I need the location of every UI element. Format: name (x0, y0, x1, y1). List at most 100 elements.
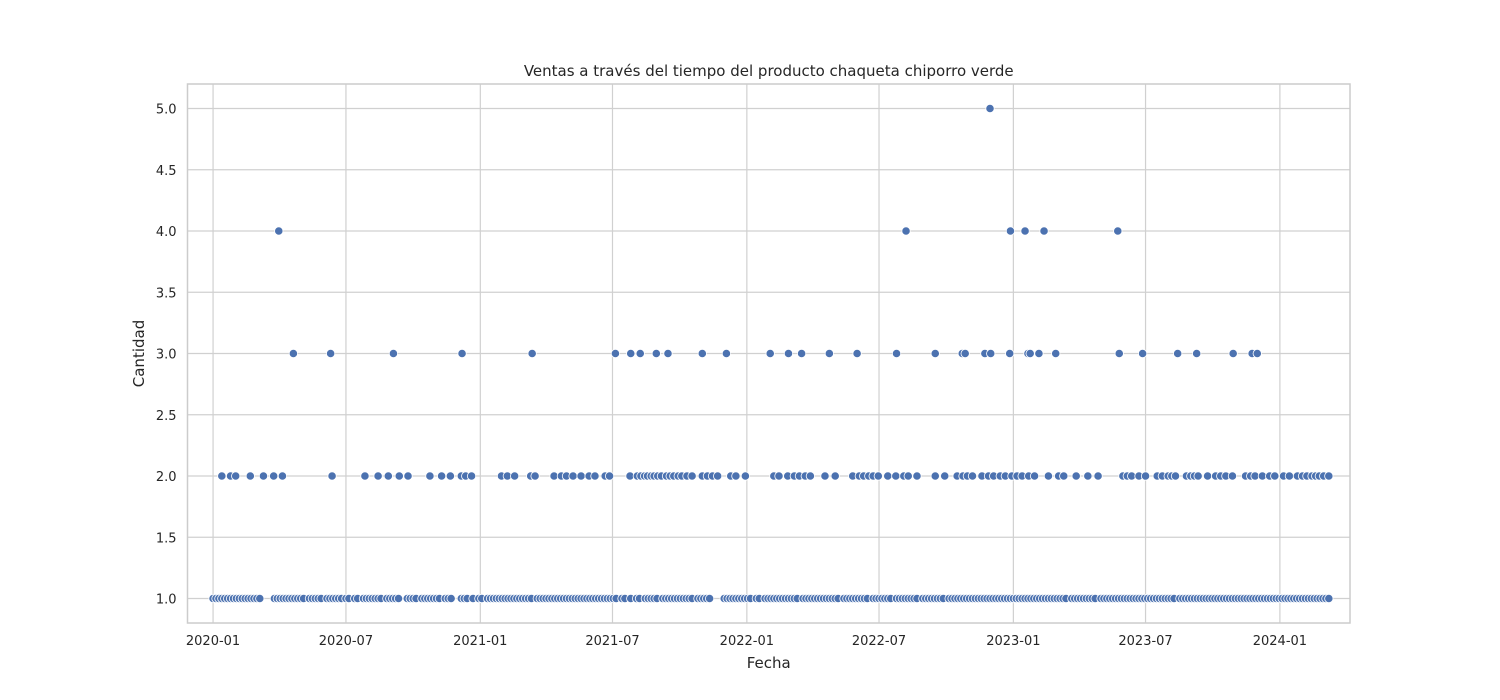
data-point (891, 348, 902, 359)
data-point (1173, 348, 1183, 359)
y-tick-label: 4.5 (156, 164, 177, 179)
data-point (393, 593, 404, 604)
data-point (610, 348, 621, 359)
x-tick-label: 2022-07 (852, 634, 906, 649)
data-point (1034, 348, 1044, 359)
data-point (1170, 471, 1181, 481)
data-point (1324, 471, 1334, 481)
data-point (576, 471, 586, 481)
y-tick-label: 2.5 (156, 409, 177, 424)
x-tick-label: 2022-01 (720, 634, 774, 649)
data-point (930, 471, 940, 481)
data-point (626, 348, 636, 359)
data-point (457, 348, 467, 359)
data-point (373, 471, 383, 481)
data-point (1228, 348, 1238, 359)
data-point (510, 471, 520, 481)
data-point (960, 348, 970, 359)
y-tick-label: 4.0 (156, 225, 177, 240)
data-point (1324, 593, 1334, 604)
data-point (940, 471, 950, 481)
x-axis-ticks: 2020-01 2020-07 2021-01 2021-07 2022-01 2022-… (186, 634, 1307, 649)
data-point (873, 471, 883, 481)
data-point (797, 348, 807, 359)
y-axis-label: Cantidad (130, 320, 148, 387)
data-point (360, 471, 370, 481)
plot-frame (186, 83, 1351, 624)
data-point (1138, 348, 1148, 359)
y-tick-label: 3.0 (156, 348, 177, 363)
data-point (1083, 471, 1093, 481)
y-tick-label: 5.0 (156, 103, 177, 118)
data-point (1203, 471, 1213, 481)
data-point (713, 471, 723, 481)
data-point (530, 471, 540, 481)
data-point (765, 348, 775, 359)
y-tick-label: 1.5 (156, 531, 177, 546)
data-point (1043, 471, 1054, 481)
y-tick-label: 2.0 (156, 470, 177, 485)
data-point (383, 471, 393, 481)
data-point (651, 348, 661, 359)
data-point (258, 471, 269, 481)
data-point (245, 471, 255, 481)
data-point (1025, 348, 1035, 359)
data-point (805, 471, 815, 481)
x-tick-label: 2020-01 (186, 634, 240, 649)
data-point (1227, 471, 1238, 481)
data-point (269, 471, 279, 481)
data-point (1192, 348, 1202, 359)
data-point (912, 471, 922, 481)
x-tick-label: 2023-01 (986, 634, 1040, 649)
data-point (967, 471, 978, 481)
data-point (820, 471, 830, 481)
y-tick-label: 1.0 (156, 593, 177, 608)
data-point (985, 103, 995, 114)
data-point (1071, 471, 1081, 481)
data-point (446, 593, 456, 604)
y-tick-label: 3.5 (156, 286, 177, 301)
data-point (1029, 471, 1040, 481)
data-point (437, 471, 447, 481)
x-axis-label: Fecha (747, 654, 791, 672)
data-point (403, 471, 413, 481)
data-point (891, 471, 901, 481)
x-tick-label: 2023-07 (1118, 634, 1172, 649)
data-point (1193, 471, 1203, 481)
x-tick-label: 2021-07 (585, 634, 639, 649)
x-tick-label: 2021-01 (453, 634, 507, 649)
data-point (721, 348, 732, 359)
data-point (1114, 348, 1124, 359)
data-point (1284, 471, 1294, 481)
data-point (1020, 226, 1030, 236)
data-point (1059, 471, 1069, 481)
data-point (883, 471, 893, 481)
data-point (783, 348, 794, 359)
data-point (445, 471, 455, 481)
data-point (217, 471, 227, 481)
data-point (774, 471, 784, 481)
data-point (1270, 471, 1280, 481)
data-point (1252, 348, 1262, 359)
data-point (986, 348, 996, 359)
data-point (697, 348, 707, 359)
data-point (663, 348, 673, 359)
data-point (274, 226, 284, 236)
data-point (1005, 348, 1015, 359)
data-point (527, 348, 537, 359)
data-points (208, 103, 1334, 604)
data-point (635, 348, 645, 359)
data-point (255, 593, 265, 604)
data-point (704, 593, 715, 604)
data-point (604, 471, 615, 481)
data-point (388, 348, 399, 359)
data-point (1093, 471, 1103, 481)
data-point (394, 471, 404, 481)
data-point (903, 471, 913, 481)
x-tick-label: 2020-07 (319, 634, 373, 649)
data-point (288, 348, 298, 359)
data-point (568, 471, 578, 481)
data-point (930, 348, 940, 359)
data-point (326, 348, 336, 359)
